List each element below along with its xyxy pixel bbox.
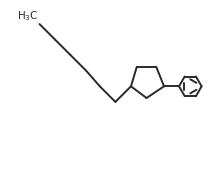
Text: $\mathregular{H_3C}$: $\mathregular{H_3C}$ (17, 9, 39, 23)
